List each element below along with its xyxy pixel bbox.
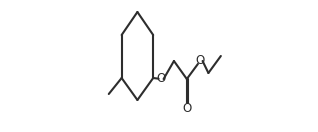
Text: O: O <box>156 72 166 86</box>
Text: O: O <box>196 55 205 67</box>
Text: O: O <box>182 103 191 116</box>
